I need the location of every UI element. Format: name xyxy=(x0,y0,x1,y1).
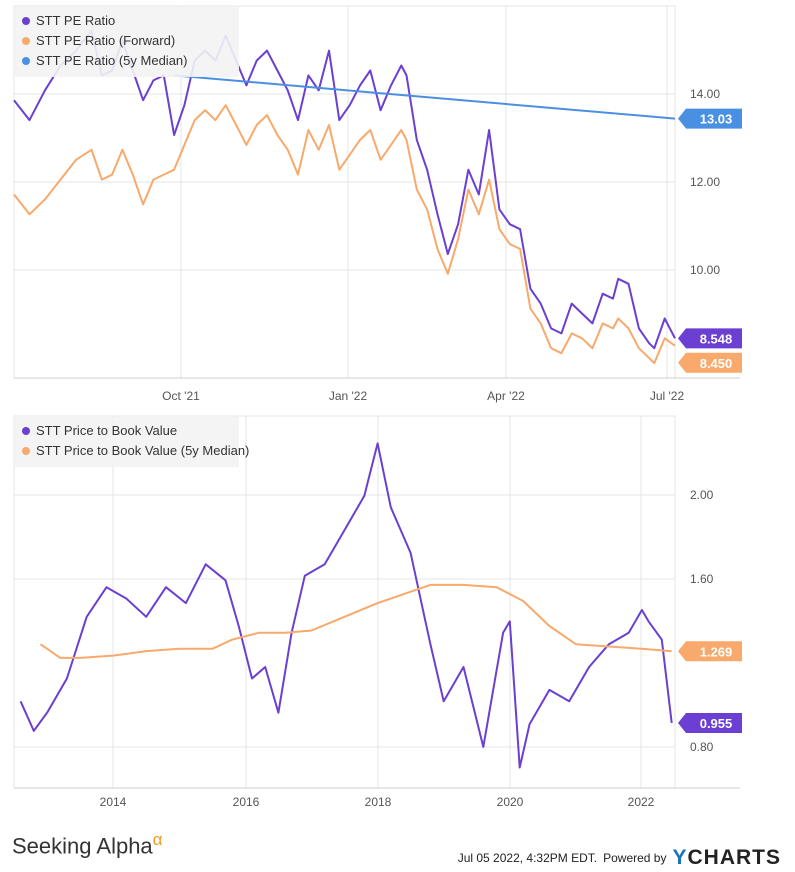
ycharts-logo: YCHARTS xyxy=(672,846,781,869)
x-tick-label: 2020 xyxy=(497,795,524,809)
series-line-2 xyxy=(13,104,676,365)
legend-marker xyxy=(22,37,30,45)
legend-entry: STT Price to Book Value xyxy=(36,423,177,438)
end-value-label: 0.955 xyxy=(700,716,733,731)
x-tick-label: 2016 xyxy=(233,795,260,809)
legend-marker xyxy=(22,17,30,25)
end-value-badge xyxy=(678,712,742,733)
legend-entry: STT PE Ratio (Forward) xyxy=(36,33,175,48)
x-tick-label: Apr '22 xyxy=(487,389,525,403)
x-tick-label: 2022 xyxy=(628,795,655,809)
footer-credits: Jul 05 2022, 4:32PM EDT. Powered by YCHA… xyxy=(458,846,781,870)
end-value-label: 8.450 xyxy=(700,356,733,371)
series-line-2 xyxy=(39,583,672,659)
series-line-3 xyxy=(174,74,676,120)
legend-marker xyxy=(22,447,30,455)
legend-entry: STT Price to Book Value (5y Median) xyxy=(36,443,249,458)
end-value-badge xyxy=(678,328,742,349)
legend-entry: STT PE Ratio (5y Median) xyxy=(36,53,187,68)
end-value-label: 1.269 xyxy=(700,644,733,659)
seeking-alpha-logo: Seeking Alphaα xyxy=(12,830,163,859)
powered-by: Powered by xyxy=(603,851,667,865)
y-tick-label: 1.60 xyxy=(690,572,714,586)
x-tick-label: Jul '22 xyxy=(650,389,685,403)
legend-box xyxy=(15,417,239,467)
y-tick-label: 12.00 xyxy=(690,175,720,189)
legend-box xyxy=(15,7,239,77)
end-value-badge xyxy=(678,352,742,373)
series-line-1 xyxy=(19,442,673,769)
timestamp: Jul 05 2022, 4:32PM EDT. xyxy=(457,851,598,865)
series-line-1 xyxy=(13,29,676,350)
legend-entry: STT PE Ratio xyxy=(36,13,115,28)
y-tick-label: 10.00 xyxy=(690,263,720,277)
end-value-badge xyxy=(678,108,742,129)
y-tick-label: 2.00 xyxy=(690,488,714,502)
y-tick-label: 14.00 xyxy=(690,87,720,101)
x-tick-label: 2014 xyxy=(100,795,127,809)
legend-marker xyxy=(22,57,30,65)
x-tick-label: Oct '21 xyxy=(162,389,200,403)
y-tick-label: 0.80 xyxy=(690,740,714,754)
legend-marker xyxy=(22,427,30,435)
end-value-label: 13.03 xyxy=(700,112,733,127)
x-tick-label: Jan '22 xyxy=(329,389,368,403)
end-value-label: 8.548 xyxy=(700,331,733,346)
x-tick-label: 2018 xyxy=(365,795,392,809)
end-value-badge xyxy=(678,641,742,662)
